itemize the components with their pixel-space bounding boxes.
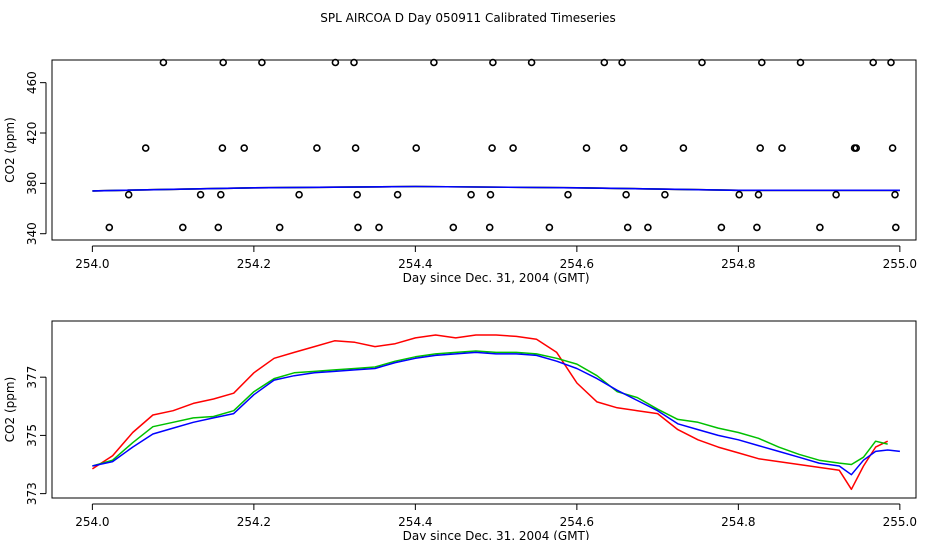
series-line-blue <box>92 185 900 192</box>
data-point <box>105 223 114 232</box>
data-point <box>240 144 248 152</box>
x-axis-label: Day since Dec. 31, 2004 (GMT) <box>403 529 590 540</box>
data-point <box>486 190 495 199</box>
x-tick-label: 254.4 <box>398 257 432 271</box>
data-point <box>351 144 360 152</box>
y-tick-label: 375 <box>25 424 39 447</box>
x-tick-label: 254.8 <box>721 257 755 271</box>
bottom-panel-co2-timeseries: 254.0 254.2 254.4 254.6 254.8 255.0 Day since … <box>3 320 917 540</box>
series-line-green <box>92 350 888 467</box>
data-point <box>375 223 383 232</box>
data-point <box>778 144 786 152</box>
x-axis-label: Day since Dec. 31, 2004 (GMT) <box>403 271 590 285</box>
x-tick-label: 255.0 <box>883 257 917 271</box>
data-point <box>888 144 897 152</box>
x-tick-label: 255.0 <box>883 515 917 529</box>
plot-frame <box>51 59 917 241</box>
data-point <box>467 190 475 199</box>
x-tick-label: 254.2 <box>237 515 271 529</box>
data-point <box>753 223 761 232</box>
y-tick-label: 377 <box>25 366 39 389</box>
y-tick-label: 460 <box>25 71 39 94</box>
data-point <box>353 190 362 199</box>
data-point <box>735 190 744 199</box>
data-point <box>295 190 303 199</box>
data-point <box>217 190 225 199</box>
data-point <box>756 144 765 152</box>
data-point <box>124 190 133 199</box>
data-point <box>754 190 763 199</box>
data-point <box>313 144 321 152</box>
data-point <box>661 190 669 199</box>
data-point <box>582 144 591 152</box>
x-tick-label: 254.6 <box>560 515 594 529</box>
y-tick-label: 373 <box>25 482 39 505</box>
figure-title: SPL AIRCOA D Day 050911 Calibrated Times… <box>320 11 615 25</box>
y-tick-label: 380 <box>25 172 39 195</box>
y-axis-label: CO2 (ppm) <box>3 377 17 443</box>
plot-frame <box>51 320 917 499</box>
x-tick-label: 254.0 <box>75 515 109 529</box>
data-point <box>622 190 630 199</box>
data-point <box>623 223 632 232</box>
data-point <box>832 190 840 199</box>
data-point <box>816 223 824 232</box>
data-point <box>619 144 628 152</box>
data-point <box>509 144 517 152</box>
data-point <box>354 223 362 232</box>
y-axis-label: CO2 (ppm) <box>3 117 17 183</box>
data-point <box>644 223 652 232</box>
data-point <box>275 223 284 232</box>
x-tick-label: 254.0 <box>75 257 109 271</box>
data-point <box>545 223 554 232</box>
data-point <box>852 144 861 152</box>
data-point <box>393 190 402 199</box>
series-line-blue <box>92 351 900 476</box>
x-tick-label: 254.8 <box>721 515 755 529</box>
data-point <box>214 223 223 232</box>
data-point <box>449 223 458 232</box>
y-tick-label: 340 <box>25 222 39 245</box>
data-point <box>488 144 496 152</box>
data-point <box>141 144 150 152</box>
data-point <box>564 190 572 199</box>
x-tick-label: 254.4 <box>398 515 432 529</box>
data-point <box>218 144 227 152</box>
data-point <box>717 223 726 232</box>
series-line-red <box>91 334 889 491</box>
data-point <box>196 190 205 199</box>
data-point <box>179 223 187 232</box>
data-point <box>891 223 900 232</box>
x-tick-label: 254.6 <box>560 257 594 271</box>
y-tick-label: 420 <box>25 122 39 145</box>
x-tick-label: 254.2 <box>237 257 271 271</box>
data-point <box>679 144 688 152</box>
data-point <box>891 190 899 199</box>
data-point <box>412 144 421 152</box>
top-panel-calibration-scatter: 254.0 254.2 254.4 254.6 254.8 255.0 Day since … <box>3 58 917 285</box>
data-point <box>485 223 494 232</box>
